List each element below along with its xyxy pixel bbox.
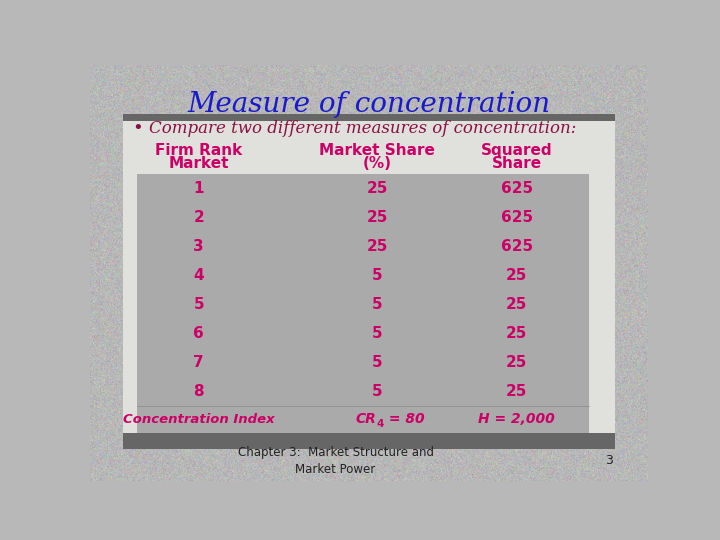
Text: Measure of concentration: Measure of concentration [187,91,551,118]
Text: 25: 25 [506,384,528,399]
Text: 6: 6 [194,326,204,341]
Text: 5: 5 [372,355,383,370]
Text: 5: 5 [194,297,204,312]
Text: 3: 3 [194,239,204,254]
Text: Share: Share [492,156,542,171]
Text: 5: 5 [372,326,383,341]
Text: Compare two different measures of concentration:: Compare two different measures of concen… [148,119,576,137]
Text: 8: 8 [194,384,204,399]
Text: •: • [132,119,143,137]
Text: Concentration Index: Concentration Index [123,413,274,426]
Text: 4: 4 [194,268,204,283]
Text: Squared: Squared [481,143,553,158]
Text: 25: 25 [366,181,388,195]
Text: Market: Market [168,156,229,171]
Text: Market Share: Market Share [320,143,436,158]
Text: Firm Rank: Firm Rank [156,143,243,158]
Text: 625: 625 [501,239,533,254]
Text: 25: 25 [506,268,528,283]
Text: 25: 25 [506,355,528,370]
Text: 25: 25 [366,239,388,254]
Text: 3: 3 [605,454,613,467]
Text: 5: 5 [372,297,383,312]
Text: 5: 5 [372,268,383,283]
Text: 2: 2 [194,210,204,225]
Text: H = 2,000: H = 2,000 [479,412,555,426]
Text: 625: 625 [501,210,533,225]
Text: 25: 25 [506,326,528,341]
Text: 5: 5 [372,384,383,399]
Text: Chapter 3:  Market Structure and
Market Power: Chapter 3: Market Structure and Market P… [238,446,433,476]
Bar [124,114,615,433]
Text: CR: CR [355,412,376,426]
Bar [124,114,615,121]
Text: 25: 25 [506,297,528,312]
Text: 4: 4 [377,419,384,429]
Text: = 80: = 80 [384,412,425,426]
Text: (%): (%) [363,156,392,171]
Bar [138,174,590,433]
Text: 25: 25 [366,210,388,225]
Text: 1: 1 [194,181,204,195]
Bar [124,433,615,449]
Text: 7: 7 [194,355,204,370]
Text: 625: 625 [501,181,533,195]
